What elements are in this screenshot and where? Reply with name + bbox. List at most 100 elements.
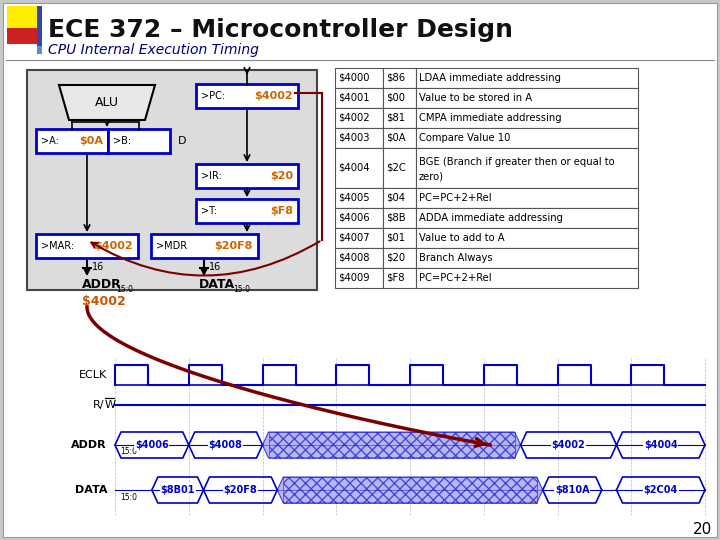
- Text: $4000: $4000: [338, 73, 369, 83]
- Text: ECE 372 – Microcontroller Design: ECE 372 – Microcontroller Design: [48, 18, 513, 42]
- Bar: [416, 128, 638, 148]
- Text: D: D: [178, 136, 186, 146]
- Bar: [416, 208, 638, 228]
- FancyBboxPatch shape: [196, 164, 298, 188]
- Text: CMPA immediate addressing: CMPA immediate addressing: [419, 113, 562, 123]
- FancyBboxPatch shape: [196, 199, 298, 223]
- Text: $4008: $4008: [338, 253, 369, 263]
- Polygon shape: [277, 477, 543, 503]
- Text: 20: 20: [693, 523, 713, 537]
- Text: Value to add to A: Value to add to A: [419, 233, 505, 243]
- Text: ADDR: ADDR: [71, 440, 107, 450]
- Text: ECLK: ECLK: [78, 370, 107, 380]
- Text: BGE (Branch if greater then or equal to: BGE (Branch if greater then or equal to: [419, 157, 615, 167]
- Text: ADDR: ADDR: [82, 279, 122, 292]
- Bar: [335, 188, 383, 208]
- Text: >MAR:: >MAR:: [41, 241, 74, 251]
- Bar: [269, 432, 515, 458]
- Text: $810A: $810A: [555, 485, 590, 495]
- Bar: [7, 28, 37, 44]
- Text: LDAA immediate addressing: LDAA immediate addressing: [419, 73, 561, 83]
- Text: 15:0: 15:0: [116, 285, 133, 294]
- Text: $F8: $F8: [386, 273, 405, 283]
- Text: $4004: $4004: [644, 440, 678, 450]
- Text: $00: $00: [386, 93, 405, 103]
- Bar: [416, 248, 638, 268]
- Bar: [335, 268, 383, 288]
- Text: Branch Always: Branch Always: [419, 253, 492, 263]
- Bar: [27, 70, 317, 290]
- Polygon shape: [263, 432, 521, 458]
- Bar: [335, 208, 383, 228]
- Text: 15:0: 15:0: [120, 448, 137, 456]
- Text: $86: $86: [386, 73, 405, 83]
- Bar: [416, 148, 638, 188]
- Text: $4002: $4002: [82, 294, 126, 307]
- Text: $4008: $4008: [209, 440, 243, 450]
- FancyBboxPatch shape: [108, 129, 170, 153]
- Text: >T:: >T:: [201, 206, 217, 216]
- Polygon shape: [59, 85, 155, 120]
- Text: $0A: $0A: [386, 133, 405, 143]
- Bar: [383, 68, 416, 88]
- Text: DATA: DATA: [199, 279, 235, 292]
- Text: >A:: >A:: [41, 136, 59, 146]
- Text: $8B: $8B: [386, 213, 405, 223]
- Text: 16: 16: [209, 262, 221, 272]
- FancyBboxPatch shape: [36, 129, 108, 153]
- Text: $8B01: $8B01: [161, 485, 195, 495]
- Bar: [383, 128, 416, 148]
- Bar: [416, 188, 638, 208]
- Text: $4001: $4001: [338, 93, 369, 103]
- Bar: [416, 88, 638, 108]
- Bar: [335, 228, 383, 248]
- Text: >MDR: >MDR: [156, 241, 187, 251]
- Text: >PC:: >PC:: [201, 91, 225, 101]
- Text: $20: $20: [270, 171, 293, 181]
- Bar: [383, 108, 416, 128]
- Text: $20F8: $20F8: [223, 485, 257, 495]
- Text: $4002: $4002: [338, 113, 369, 123]
- Text: $20F8: $20F8: [215, 241, 253, 251]
- Text: $81: $81: [386, 113, 405, 123]
- Text: $F8: $F8: [270, 206, 293, 216]
- Text: $4004: $4004: [338, 163, 369, 173]
- Bar: [335, 68, 383, 88]
- Bar: [416, 268, 638, 288]
- FancyBboxPatch shape: [196, 84, 298, 108]
- Text: PC=PC+2+Rel: PC=PC+2+Rel: [419, 193, 492, 203]
- Bar: [335, 88, 383, 108]
- Bar: [37, 6, 42, 52]
- Text: R/: R/: [93, 400, 104, 410]
- Bar: [416, 228, 638, 248]
- Text: >B:: >B:: [113, 136, 131, 146]
- Bar: [383, 188, 416, 208]
- Text: $2C: $2C: [386, 163, 406, 173]
- Bar: [416, 68, 638, 88]
- Text: 16: 16: [92, 262, 104, 272]
- Text: PC=PC+2+Rel: PC=PC+2+Rel: [419, 273, 492, 283]
- Bar: [383, 88, 416, 108]
- Text: CPU Internal Execution Timing: CPU Internal Execution Timing: [48, 43, 259, 57]
- Text: $4002: $4002: [94, 241, 133, 251]
- Text: Value to be stored in A: Value to be stored in A: [419, 93, 532, 103]
- Text: $20: $20: [386, 253, 405, 263]
- Bar: [335, 248, 383, 268]
- Text: ADDA immediate addressing: ADDA immediate addressing: [419, 213, 563, 223]
- Bar: [383, 268, 416, 288]
- Text: $2C04: $2C04: [644, 485, 678, 495]
- Bar: [383, 248, 416, 268]
- Text: >IR:: >IR:: [201, 171, 222, 181]
- Text: $0A: $0A: [79, 136, 103, 146]
- Text: $4003: $4003: [338, 133, 369, 143]
- Bar: [7, 6, 37, 28]
- Text: Compare Value 10: Compare Value 10: [419, 133, 510, 143]
- Text: $4006: $4006: [135, 440, 168, 450]
- Bar: [335, 108, 383, 128]
- Text: $04: $04: [386, 193, 405, 203]
- Text: $4007: $4007: [338, 233, 369, 243]
- Bar: [283, 477, 536, 503]
- Text: ALU: ALU: [95, 96, 119, 109]
- Bar: [416, 108, 638, 128]
- Bar: [383, 228, 416, 248]
